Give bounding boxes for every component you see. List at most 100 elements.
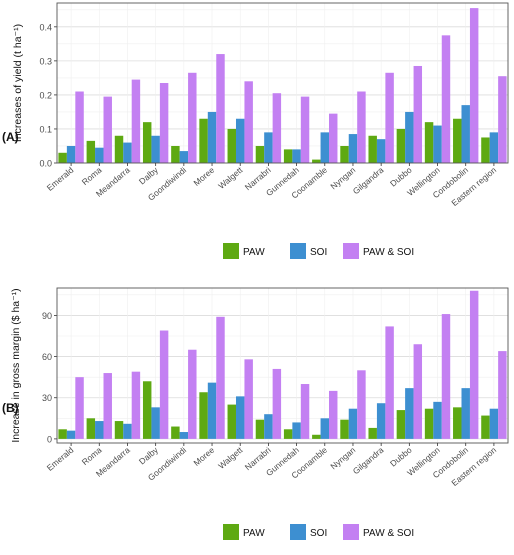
y-tick-label: 0.0 (39, 159, 52, 169)
bar-pawsoi-coonamble (329, 113, 338, 163)
y-tick-label: 0.1 (39, 124, 52, 134)
bar-pawsoi-narrabri (272, 368, 282, 439)
bar-pawsoi-eastern-region (498, 76, 507, 163)
bar-soi-eastern-region (489, 132, 499, 163)
bar-soi-gunnedah (292, 422, 301, 439)
bar-soi-walgett (235, 396, 245, 439)
x-tick-label: Roma (80, 165, 104, 187)
legend-swatch (290, 524, 306, 540)
bar-pawsoi-condobolin (469, 290, 479, 439)
bar-pawsoi-nyngan (357, 91, 366, 163)
bar-pawsoi-meandarra (131, 371, 141, 439)
legend-label: PAW (243, 528, 265, 539)
bar-paw-dubbo (396, 410, 406, 439)
bar-soi-gilgandra (376, 403, 386, 439)
bar-paw-gilgandra (368, 135, 377, 163)
legend-swatch (223, 243, 239, 259)
bar-soi-walgett (235, 118, 245, 163)
bar-pawsoi-meandarra (131, 79, 141, 163)
panel-label: (B) (2, 401, 19, 415)
x-tick-label: Moree (191, 165, 216, 188)
bar-paw-walgett (227, 128, 236, 163)
bar-pawsoi-eastern-region (498, 351, 507, 439)
panel-label: (A) (2, 130, 19, 144)
y-axis-label: Increase in gross margin ($ ha⁻¹) (10, 288, 22, 442)
bar-pawsoi-dubbo (413, 65, 423, 163)
bar-soi-narrabri (264, 414, 273, 439)
x-tick-label: Emerald (45, 165, 76, 193)
bar-soi-eastern-region (489, 408, 499, 439)
legend-label: SOI (310, 247, 327, 258)
bar-paw-wellington (424, 122, 434, 163)
legend-swatch (343, 243, 359, 259)
bar-pawsoi-emerald (75, 377, 84, 439)
bar-soi-goondiwindi (179, 432, 189, 439)
bar-paw-condobolin (453, 118, 462, 163)
bar-soi-coonamble (320, 418, 330, 439)
bar-pawsoi-dubbo (413, 344, 423, 439)
bar-pawsoi-dalby (159, 330, 169, 439)
bar-paw-meandarra (114, 421, 124, 439)
bar-soi-goondiwindi (179, 151, 189, 163)
legend-label: SOI (310, 528, 327, 539)
bar-soi-condobolin (461, 388, 470, 439)
plot-frame (56, 2, 509, 164)
legend-swatch (290, 243, 306, 259)
bar-paw-wellington (424, 408, 434, 439)
bar-pawsoi-gunnedah (300, 384, 310, 439)
bar-soi-dubbo (405, 388, 414, 439)
legend: PAW SOI PAW & SOI (223, 524, 414, 540)
bar-soi-roma (95, 147, 104, 163)
bar-paw-roma (86, 418, 96, 439)
bar-paw-emerald (58, 152, 67, 163)
bar-soi-condobolin (461, 105, 470, 163)
bar-pawsoi-wellington (441, 35, 451, 164)
bar-soi-gilgandra (376, 139, 386, 163)
bar-soi-wellington (433, 401, 442, 439)
bar-pawsoi-coonamble (329, 390, 338, 439)
legend-label: PAW & SOI (363, 247, 414, 258)
bar-paw-coonamble (312, 434, 321, 439)
bar-paw-nyngan (340, 419, 349, 439)
bar-paw-roma (86, 140, 96, 163)
x-tick-label: Walgett (216, 444, 245, 470)
x-tick-label: Gilgandra (351, 445, 386, 477)
bar-paw-gunnedah (283, 429, 293, 439)
x-tick-label: Emerald (45, 445, 76, 473)
legend-swatch (223, 524, 239, 540)
bar-soi-moree (207, 111, 217, 163)
y-tick-label: 0.2 (39, 90, 52, 100)
bar-pawsoi-gilgandra (385, 326, 394, 439)
legend-swatch (343, 524, 359, 540)
plot-frame (56, 287, 509, 444)
bar-paw-walgett (227, 404, 236, 439)
bar-paw-goondiwindi (171, 145, 180, 163)
bar-paw-nyngan (340, 145, 349, 163)
bar-paw-goondiwindi (171, 426, 180, 439)
bar-pawsoi-wellington (441, 314, 451, 439)
y-tick-label: 0 (47, 434, 52, 444)
bar-soi-nyngan (348, 134, 358, 163)
bar-paw-meandarra (114, 135, 124, 163)
bar-soi-emerald (66, 145, 76, 163)
bar-paw-moree (199, 118, 208, 163)
bar-pawsoi-walgett (244, 81, 253, 163)
bar-paw-coonamble (312, 159, 321, 163)
bar-soi-wellington (433, 125, 442, 163)
bar-soi-coonamble (320, 132, 330, 163)
x-tick-label: Gilgandra (351, 165, 386, 197)
bar-pawsoi-goondiwindi (188, 72, 197, 163)
bar-soi-dalby (151, 407, 160, 439)
bar-pawsoi-goondiwindi (188, 349, 197, 439)
bar-pawsoi-emerald (75, 91, 84, 163)
x-tick-label: Roma (80, 445, 104, 467)
bar-soi-narrabri (264, 132, 273, 163)
bar-paw-dubbo (396, 128, 406, 163)
bar-soi-nyngan (348, 408, 358, 439)
x-tick-label: Dalby (137, 164, 161, 186)
y-tick-label: 60 (42, 352, 52, 362)
x-tick-label: Walgett (216, 164, 245, 190)
bar-pawsoi-condobolin (469, 8, 479, 163)
